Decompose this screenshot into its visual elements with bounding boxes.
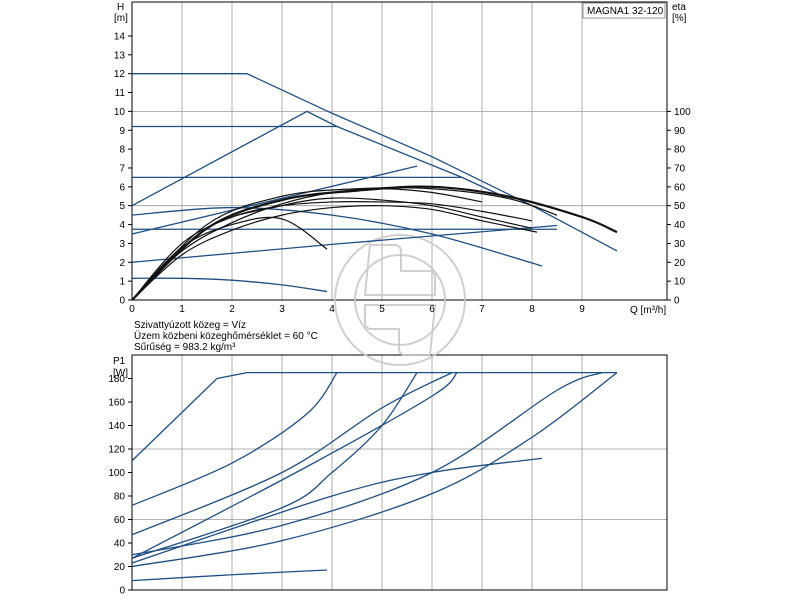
y-tick-label: 8 bbox=[119, 145, 125, 156]
power-tick-labels: 0 20 40 60 80 100 120 140 160 180 bbox=[108, 374, 125, 597]
head-grid bbox=[128, 2, 671, 301]
head-curve-8 bbox=[131, 224, 558, 263]
head-curve-2 bbox=[131, 110, 508, 207]
y-tick-label: 120 bbox=[108, 445, 125, 456]
y-tick-label: 13 bbox=[114, 50, 126, 61]
y-tick-label: 140 bbox=[108, 421, 125, 432]
efficiency-curve-12 bbox=[131, 188, 483, 301]
power-curve-7 bbox=[131, 372, 618, 568]
title-box bbox=[582, 2, 666, 19]
x-tick-label: 2 bbox=[229, 304, 235, 315]
y2-tick-label: 50 bbox=[674, 201, 686, 212]
power-curve-1 bbox=[131, 371, 617, 462]
eta-axis-unit: [%] bbox=[672, 13, 687, 24]
y2-tick-label: 100 bbox=[674, 107, 691, 118]
y-tick-label: 3 bbox=[119, 239, 125, 250]
power-plot-frame bbox=[131, 354, 668, 591]
note-density: Sűrűség = 983.2 kg/m³ bbox=[134, 342, 236, 353]
x-tick-label: 4 bbox=[329, 304, 335, 315]
y-tick-label: 20 bbox=[114, 562, 126, 573]
y-tick-label: 2 bbox=[119, 258, 125, 269]
head-tick-labels: 0 1 2 3 4 5 6 7 8 9012345678910111213140102030405… bbox=[114, 31, 691, 315]
power-axis-label: P1 bbox=[113, 356, 126, 367]
watermark-logo-icon bbox=[334, 234, 466, 366]
y2-tick-label: 70 bbox=[674, 163, 686, 174]
y-tick-label: 12 bbox=[114, 69, 126, 80]
power-axis-unit: [W] bbox=[113, 368, 128, 379]
y2-tick-label: 60 bbox=[674, 182, 686, 193]
y-tick-label: 160 bbox=[108, 398, 125, 409]
head-axis-label: H bbox=[117, 2, 124, 13]
efficiency-curve-14 bbox=[131, 185, 618, 301]
y-tick-label: 10 bbox=[114, 107, 126, 118]
power-curve-4 bbox=[131, 372, 458, 559]
y2-tick-label: 80 bbox=[674, 145, 686, 156]
power-curve-2 bbox=[131, 372, 338, 506]
head-curve-9 bbox=[131, 277, 328, 293]
y-tick-label: 0 bbox=[119, 296, 125, 307]
y-tick-label: 40 bbox=[114, 539, 126, 550]
efficiency-curve-15 bbox=[131, 200, 533, 301]
x-tick-label: 8 bbox=[529, 304, 535, 315]
power-curve-9 bbox=[131, 569, 328, 582]
efficiency-curve-11 bbox=[131, 205, 538, 301]
power-curve-8 bbox=[131, 457, 543, 564]
note-medium: Szivattyúzott közeg = Víz bbox=[134, 320, 246, 331]
y-tick-label: 1 bbox=[119, 277, 125, 288]
y2-tick-label: 40 bbox=[674, 220, 686, 231]
y2-tick-label: 20 bbox=[674, 258, 686, 269]
x-tick-label: 5 bbox=[379, 304, 385, 315]
power-curves bbox=[131, 371, 618, 582]
head-curve-7 bbox=[131, 206, 543, 267]
y-tick-label: 14 bbox=[114, 31, 126, 42]
head-axis-unit: [m] bbox=[114, 13, 128, 24]
y2-tick-label: 90 bbox=[674, 126, 686, 137]
efficiency-curve-10 bbox=[131, 216, 328, 301]
efficiency-curve-13 bbox=[131, 187, 558, 301]
y-tick-label: 100 bbox=[108, 468, 125, 479]
head-plot-frame bbox=[131, 1, 668, 301]
y-tick-label: 180 bbox=[108, 374, 125, 385]
y-tick-label: 9 bbox=[119, 126, 125, 137]
power-curve-3 bbox=[131, 372, 453, 536]
flow-axis-label: Q [m³/h] bbox=[630, 305, 666, 316]
y-tick-label: 60 bbox=[114, 515, 126, 526]
note-temperature: Üzem közbeni közeghőmérséklet = 60 °C bbox=[134, 330, 318, 342]
chart-title: MAGNA1 32-120 bbox=[587, 6, 664, 17]
y-tick-label: 11 bbox=[115, 88, 126, 99]
y-tick-label: 80 bbox=[114, 492, 126, 503]
head-curve-1 bbox=[132, 73, 618, 252]
y-tick-label: 6 bbox=[119, 182, 125, 193]
head-curves bbox=[131, 73, 618, 301]
y-tick-label: 4 bbox=[119, 220, 125, 231]
efficiency-curve-16 bbox=[131, 197, 533, 301]
y2-tick-label: 0 bbox=[674, 296, 680, 307]
power-curve-5 bbox=[131, 372, 418, 559]
x-tick-label: 7 bbox=[479, 304, 485, 315]
eta-axis-label: eta bbox=[672, 2, 686, 13]
y-tick-label: 5 bbox=[119, 201, 125, 212]
power-grid bbox=[128, 355, 667, 591]
x-tick-label: 6 bbox=[429, 304, 435, 315]
x-tick-label: 9 bbox=[579, 304, 585, 315]
x-tick-label: 3 bbox=[279, 304, 285, 315]
power-curve-6 bbox=[131, 372, 603, 556]
y-tick-label: 0 bbox=[119, 586, 125, 597]
y-tick-label: 7 bbox=[119, 163, 125, 174]
y2-tick-label: 30 bbox=[674, 239, 686, 250]
x-tick-label: 0 bbox=[129, 304, 135, 315]
y2-tick-label: 10 bbox=[674, 277, 686, 288]
x-tick-label: 1 bbox=[179, 304, 185, 315]
